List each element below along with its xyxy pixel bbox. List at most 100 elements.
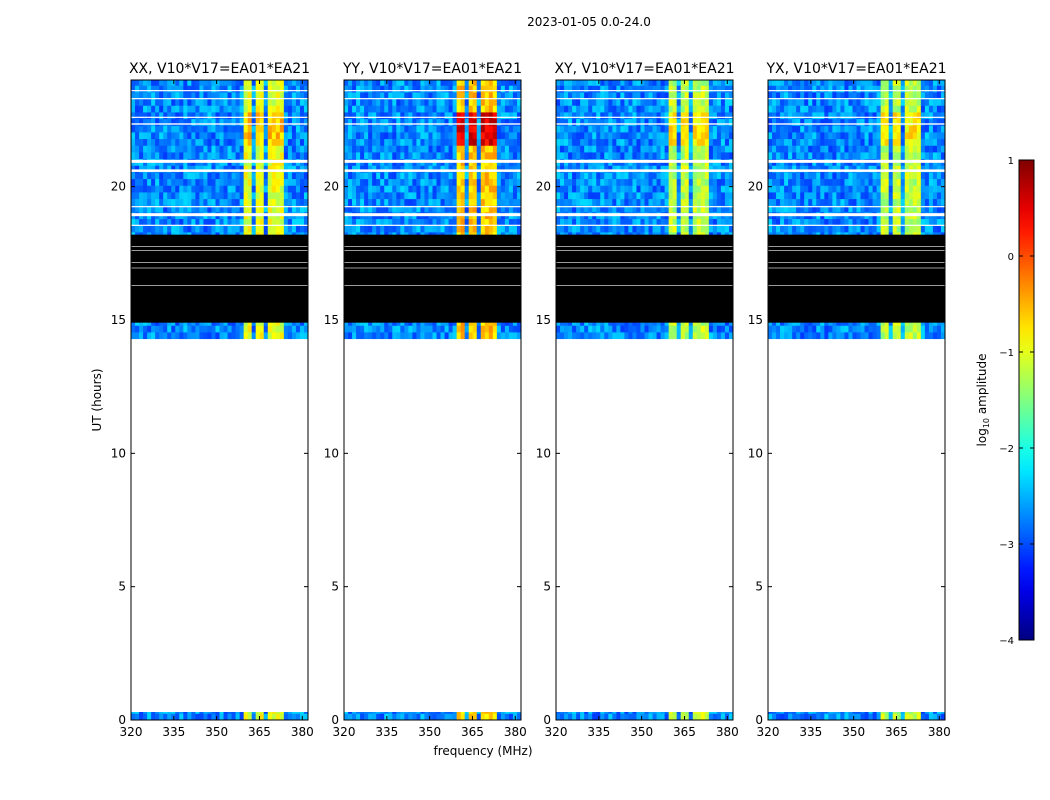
- heatmap-cell: [468, 132, 474, 140]
- heatmap-cell: [648, 165, 654, 173]
- heatmap-cell: [560, 192, 565, 200]
- heatmap-cell: [464, 713, 470, 720]
- heatmap-cell: [195, 138, 200, 146]
- heatmap-cell: [448, 85, 454, 93]
- heatmap-cell: [267, 138, 273, 146]
- heatmap-cell: [660, 713, 666, 720]
- heatmap-cell: [596, 152, 601, 160]
- heatmap-cell: [496, 105, 502, 113]
- heatmap-cell: [259, 165, 265, 173]
- heatmap-cell: [400, 198, 405, 206]
- heatmap-cell: [195, 132, 200, 140]
- heatmap-cell: [516, 125, 521, 133]
- heatmap-cell: [392, 132, 397, 140]
- heatmap-cell: [428, 713, 434, 720]
- heatmap-cell: [143, 192, 148, 200]
- heatmap-cell: [648, 192, 654, 200]
- heatmap-cell: [620, 172, 625, 180]
- heatmap-cell: [660, 332, 666, 340]
- heatmap-cell: [472, 205, 478, 213]
- heatmap-cell: [291, 172, 297, 180]
- heatmap-cell: [303, 125, 308, 133]
- heatmap-cells: [344, 80, 521, 720]
- heatmap-cell: [500, 85, 506, 93]
- heatmap-cell: [263, 178, 269, 186]
- heatmap-cell: [508, 80, 514, 86]
- heatmap-cell: [636, 185, 642, 193]
- heatmap-cell: [456, 80, 462, 86]
- heatmap-cell: [396, 325, 401, 333]
- heatmap-cell: [291, 713, 297, 720]
- heatmap-cell: [243, 332, 249, 340]
- heatmap-cell: [644, 713, 650, 720]
- heatmap-cell: [560, 218, 565, 226]
- heatmap-cell: [412, 105, 418, 113]
- heatmap-cell: [472, 218, 478, 226]
- heatmap-cell: [588, 172, 593, 180]
- heatmap-cell: [436, 332, 442, 340]
- heatmap-cell: [187, 112, 192, 120]
- heatmap-cell: [436, 92, 442, 100]
- heatmap-cell: [259, 98, 265, 106]
- heatmap-cell: [175, 80, 180, 86]
- heatmap-cell: [460, 225, 466, 233]
- heatmap-cell: [616, 198, 621, 206]
- heatmap-cell: [227, 712, 233, 714]
- heatmap-cell: [348, 125, 353, 133]
- heatmap-cell: [151, 185, 156, 193]
- heatmap-cell: [279, 165, 285, 173]
- heatmap-cell: [444, 152, 450, 160]
- heatmap-cell: [163, 332, 168, 340]
- heatmap-cell: [147, 98, 152, 106]
- heatmap-cell: [143, 85, 148, 93]
- heatmap-cell: [628, 332, 634, 340]
- heatmap-cell: [271, 332, 277, 340]
- heatmap-cell: [656, 172, 662, 180]
- heatmap-cell: [183, 152, 188, 160]
- heatmap-cell: [416, 205, 422, 213]
- heatmap-cell: [135, 712, 140, 714]
- heatmap-cell: [139, 325, 144, 333]
- heatmap-cell: [480, 713, 486, 720]
- heatmap-cell: [263, 165, 269, 173]
- heatmap-cell: [632, 185, 638, 193]
- heatmap-cell: [360, 218, 365, 226]
- heatmap-cell: [424, 105, 430, 113]
- heatmap-cell: [572, 712, 577, 714]
- heatmap-cell: [299, 112, 305, 120]
- heatmap-cell: [508, 185, 514, 193]
- heatmap-cell: [295, 185, 301, 193]
- heatmap-cell: [131, 165, 136, 173]
- heatmap-cell: [163, 713, 168, 720]
- heatmap-cell: [179, 132, 184, 140]
- heatmap-cell: [652, 325, 658, 333]
- heatmap-cell: [171, 712, 176, 714]
- heatmap-cell: [392, 85, 397, 93]
- heatmap-cell: [239, 218, 245, 226]
- heatmap-cell: [680, 185, 686, 193]
- heatmap-cell: [492, 138, 498, 146]
- heatmap-cell: [203, 152, 209, 160]
- heatmap-cell: [496, 165, 502, 173]
- heatmap-cell: [263, 332, 269, 340]
- heatmap-cell: [460, 138, 466, 146]
- heatmap-cell: [368, 172, 373, 180]
- heatmap-cell: [231, 145, 237, 153]
- heatmap-cell: [384, 198, 389, 206]
- heatmap-cell: [468, 225, 474, 233]
- heatmap-cell: [616, 192, 621, 200]
- heatmap-cell: [231, 132, 237, 140]
- heatmap-cell: [291, 178, 297, 186]
- heatmap-cell: [412, 172, 418, 180]
- heatmap-cell: [640, 192, 646, 200]
- heatmap-cell: [648, 713, 654, 720]
- heatmap-cell: [303, 713, 308, 720]
- heatmap-cell: [424, 185, 430, 193]
- heatmap-cell: [275, 85, 281, 93]
- heatmap-cell: [147, 92, 152, 100]
- heatmap-cell: [480, 192, 486, 200]
- heatmap-cell: [295, 105, 301, 113]
- heatmap-cell: [476, 145, 482, 153]
- x-tick-label: 320: [120, 725, 143, 739]
- heatmap-cell: [235, 325, 241, 333]
